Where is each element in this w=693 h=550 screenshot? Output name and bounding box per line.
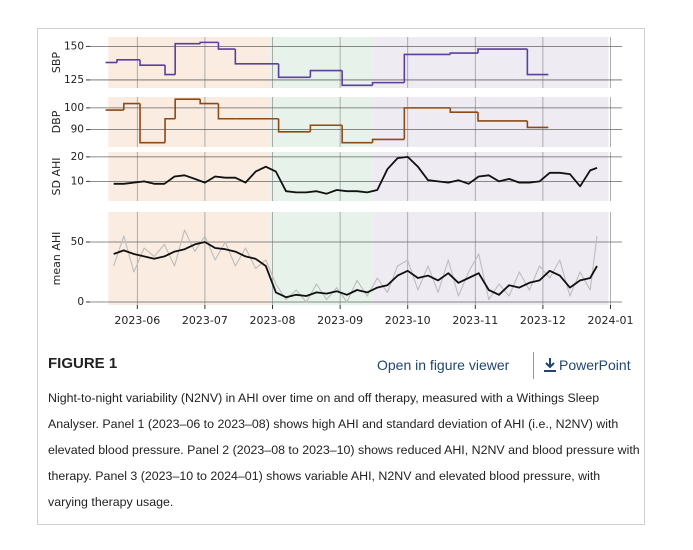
step-segment [277,118,311,133]
step-segment [174,98,201,119]
x-tick-label: 2023-09 [317,314,363,327]
step-segment [116,59,141,63]
phase-band [373,212,609,305]
step-segment [174,42,201,75]
x-tick-label: 2023-12 [520,314,566,327]
step-segment [199,99,219,105]
separator [533,352,534,379]
step-segment [139,103,166,144]
step-segment [403,107,451,140]
step-segment [164,65,176,76]
x-tick-label: 2024-01 [588,314,634,327]
step-segment [403,53,451,83]
x-tick-label: 2023-10 [385,314,431,327]
y-axis-label: SBP [50,52,63,74]
x-tick-label: 2023-06 [114,314,160,327]
phase-band [108,97,270,147]
powerpoint-link[interactable]: PowerPoint [543,357,631,373]
step-segment [371,81,405,86]
y-tick-label: 125 [64,74,84,86]
series-line [113,241,598,299]
step-segment [477,48,528,54]
phase-band [108,37,270,88]
step-segment [277,63,311,79]
step-segment [477,112,528,122]
step-segment [122,102,141,111]
y-tick-label: 100 [64,102,84,114]
phase-band [108,212,270,305]
download-icon [544,358,556,372]
y-tick-label: 20 [71,151,84,163]
step-segment [449,107,479,114]
y-tick-label: 150 [64,40,84,52]
y-tick-label: 50 [71,236,84,248]
phase-band [373,97,609,147]
phase-band [269,152,374,201]
step-segment [217,42,236,50]
phase-band [373,37,609,88]
figure-frame [37,28,645,525]
caption: Night-to-night variability (N2NV) in AHI… [48,391,640,509]
step-segment [371,138,405,143]
step-segment [199,41,219,44]
step-segment [164,117,176,143]
x-tick-label: 2023-08 [250,314,296,327]
y-tick-label: 0 [77,296,84,308]
step-segment [234,49,279,65]
figure-label: FIGURE 1 [48,355,118,372]
y-axis-label: DBP [50,110,63,133]
step-segment [217,103,236,120]
phase-band [269,37,374,88]
phase-band [269,212,374,305]
step-segment [449,52,479,55]
powerpoint-label[interactable]: PowerPoint [559,357,631,373]
step-segment [309,69,343,78]
x-tick-label: 2023-11 [452,314,498,327]
y-tick-label: 10 [71,175,84,187]
step-segment [341,70,373,87]
step-segment [526,49,549,76]
x-tick-label: 2023-07 [182,314,228,327]
series-line [113,156,598,195]
series-line [113,229,598,303]
step-segment [526,120,549,129]
y-tick-label: 90 [71,124,84,136]
step-segment [139,59,166,66]
figure-viewer-link[interactable]: Open in figure viewer [377,357,510,373]
y-axis-label: mean AHI [50,232,63,286]
phase-band [269,97,374,147]
step-segment [341,125,373,144]
step-segment [309,124,343,132]
y-axis-label: SD AHI [50,158,63,196]
